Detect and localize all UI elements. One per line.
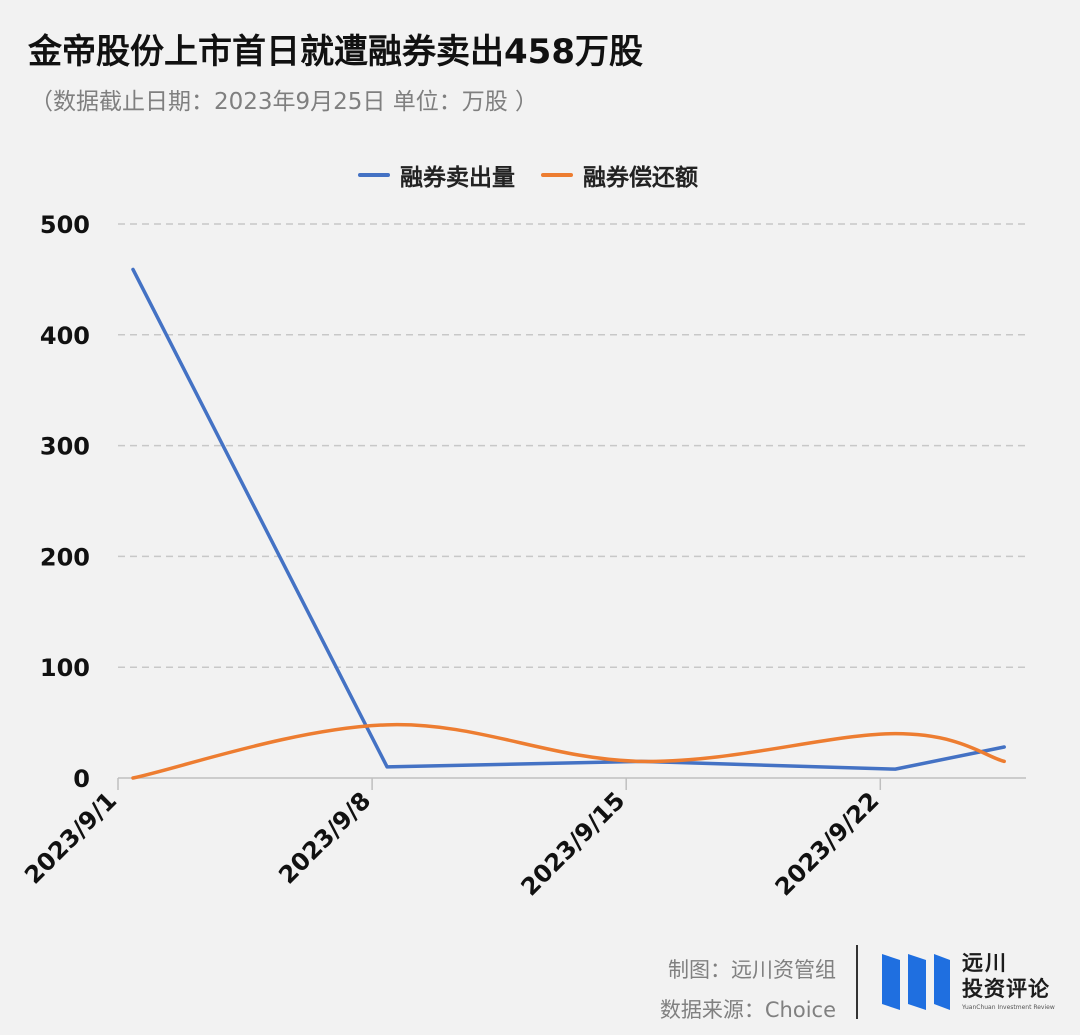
x-tick-label: 2023/9/22 xyxy=(770,786,885,901)
brand-logo-text: 远川 投资评论 YuanChuan Investment Review xyxy=(962,950,1055,1011)
series-line-sell xyxy=(131,267,1006,771)
brand-subname: 投资评论 xyxy=(962,977,1050,1001)
chart-legend: 融券卖出量 融券偿还额 xyxy=(358,158,698,192)
x-tick-label: 2023/9/15 xyxy=(516,786,631,901)
legend-item-sell: 融券卖出量 xyxy=(358,158,515,192)
footer-divider xyxy=(856,945,858,1019)
y-tick-label: 300 xyxy=(40,433,90,461)
chart-title: 金帝股份上市首日就遭融券卖出458万股 xyxy=(28,32,643,72)
chart-footer: 制图：远川资管组 数据来源：Choice xyxy=(660,950,836,1030)
legend-label-sell: 融券卖出量 xyxy=(400,165,515,191)
y-tick-label: 100 xyxy=(40,654,90,682)
series-line-repay xyxy=(131,722,1006,780)
brand-name: 远川 xyxy=(962,951,1008,975)
line-chart: 0 100 200 300 400 500 2023/9/1 2023/9/8 2023/9/1… xyxy=(19,211,1026,901)
y-tick-label: 0 xyxy=(73,765,90,793)
x-tick-label: 2023/9/1 xyxy=(19,786,122,889)
y-tick-label: 200 xyxy=(40,543,90,571)
legend-swatch-repay xyxy=(541,173,573,177)
y-tick-label: 500 xyxy=(40,211,90,239)
footer-made-by: 制图：远川资管组 xyxy=(668,958,836,982)
y-tick-label: 400 xyxy=(40,322,90,350)
legend-label-repay: 融券偿还额 xyxy=(583,165,698,191)
brand-english: YuanChuan Investment Review xyxy=(962,1004,1055,1011)
footer-source: 数据来源：Choice xyxy=(659,998,836,1022)
legend-swatch-sell xyxy=(358,173,390,177)
chart-subtitle: （数据截止日期：2023年9月25日 单位：万股 ） xyxy=(30,89,539,115)
x-tick-label: 2023/9/8 xyxy=(273,786,376,889)
brand-logo-icon xyxy=(882,954,950,1010)
legend-item-repay: 融券偿还额 xyxy=(541,158,698,192)
